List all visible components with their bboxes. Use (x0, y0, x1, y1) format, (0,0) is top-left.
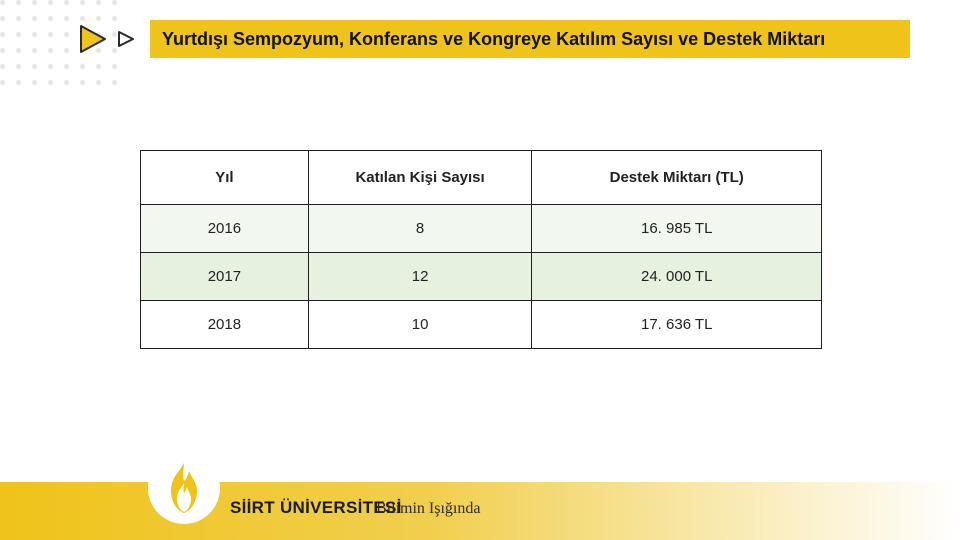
university-logo (150, 454, 218, 522)
page-title: Yurtdışı Sempozyum, Konferans ve Kongrey… (162, 29, 825, 50)
cell: 8 (308, 205, 532, 253)
header-triangle-icons (76, 22, 136, 56)
cell: 10 (308, 301, 532, 349)
table-row: 2018 10 17. 636 TL (141, 301, 822, 349)
cell: 17. 636 TL (532, 301, 822, 349)
data-table-wrap: Yıl Katılan Kişi Sayısı Destek Miktarı (… (140, 150, 822, 349)
footer: SİİRT ÜNİVERSİTESİ Bilimin Işığında (0, 462, 960, 540)
table-row: 2017 12 24. 000 TL (141, 253, 822, 301)
cell: 2016 (141, 205, 309, 253)
col-header: Katılan Kişi Sayısı (308, 151, 532, 205)
data-table: Yıl Katılan Kişi Sayısı Destek Miktarı (… (140, 150, 822, 349)
triangle-small-icon (116, 29, 136, 49)
triangle-large-icon (76, 22, 110, 56)
cell: 24. 000 TL (532, 253, 822, 301)
flame-icon (161, 461, 207, 515)
cell: 2018 (141, 301, 309, 349)
title-bar: Yurtdışı Sempozyum, Konferans ve Kongrey… (150, 20, 910, 58)
slide: Yurtdışı Sempozyum, Konferans ve Kongrey… (0, 0, 960, 540)
table-row: 2016 8 16. 985 TL (141, 205, 822, 253)
cell: 16. 985 TL (532, 205, 822, 253)
cell: 2017 (141, 253, 309, 301)
university-tagline: Bilimin Işığında (376, 500, 480, 518)
col-header: Destek Miktarı (TL) (532, 151, 822, 205)
cell: 12 (308, 253, 532, 301)
col-header: Yıl (141, 151, 309, 205)
table-header-row: Yıl Katılan Kişi Sayısı Destek Miktarı (… (141, 151, 822, 205)
